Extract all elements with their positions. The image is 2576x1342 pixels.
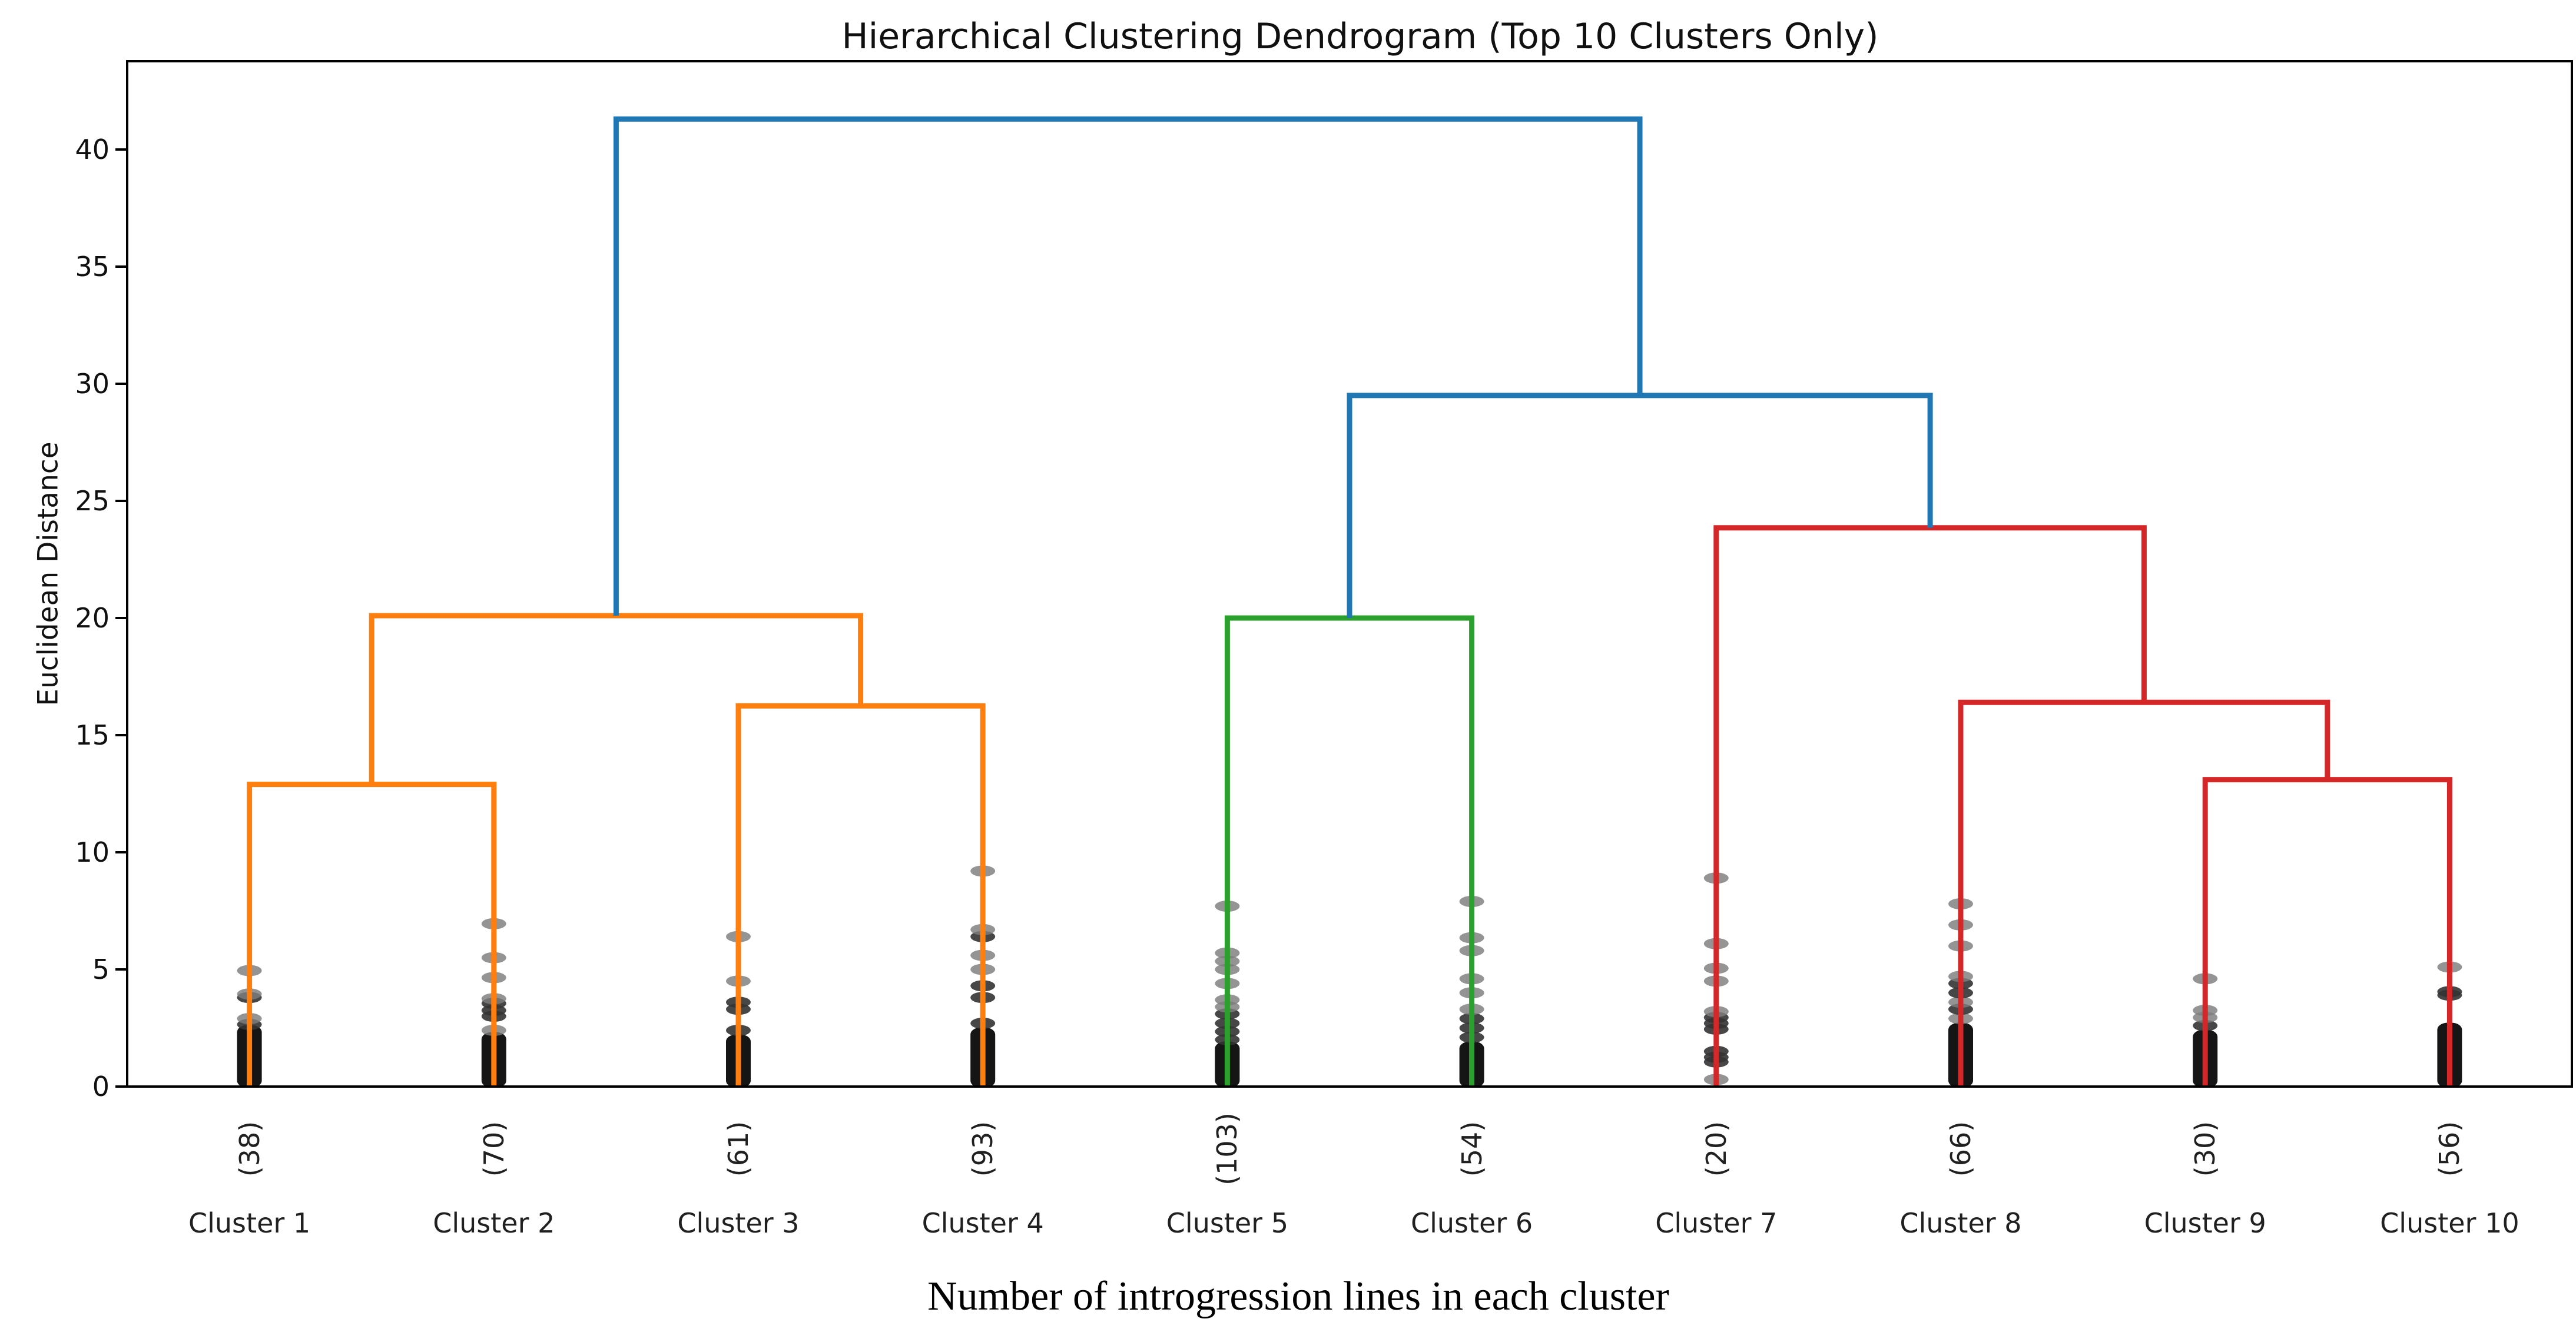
leaf-name-label-3: Cluster 3: [677, 1207, 800, 1239]
dendrogram-link-4: [1224, 615, 1475, 1087]
leaf-name-label-6: Cluster 6: [1411, 1207, 1533, 1239]
leaf-name-label-9: Cluster 9: [2144, 1207, 2266, 1239]
dendrogram-link-6: [1958, 699, 2330, 1087]
y-tick-label-10: 10: [75, 836, 110, 868]
leaf-count-label-9: (30): [2189, 1121, 2222, 1177]
y-tick-label-0: 0: [92, 1071, 110, 1102]
dendrogram-links: [247, 116, 2452, 1087]
chart-title: Hierarchical Clustering Dendrogram (Top …: [841, 16, 1879, 57]
y-tick-label-20: 20: [75, 602, 110, 635]
scatter-dots: [237, 865, 2462, 1088]
dendrogram-link-2: [735, 703, 986, 1087]
leaf-name-label-2: Cluster 2: [433, 1207, 555, 1239]
dendrogram-link-9: [613, 116, 1643, 616]
y-tick-label-25: 25: [75, 485, 110, 517]
leaf-name-label-8: Cluster 8: [1899, 1207, 2022, 1239]
leaf-count-label-5: (103): [1211, 1112, 1244, 1185]
leaf-count-label-2: (70): [478, 1121, 510, 1177]
leaf-name-label-5: Cluster 5: [1166, 1207, 1288, 1239]
x-axis-caption: Number of introgression lines in each cl…: [927, 1274, 1669, 1319]
leaf-count-label-4: (93): [967, 1121, 999, 1177]
leaf-count-label-3: (61): [722, 1121, 754, 1177]
y-tick-label-30: 30: [75, 368, 110, 400]
leaf-name-label-10: Cluster 10: [2380, 1207, 2519, 1239]
leaf-name-label-7: Cluster 7: [1655, 1207, 1778, 1239]
dendrogram-link-3: [369, 613, 864, 785]
dendrogram-link-8: [1347, 393, 1933, 619]
leaf-count-label-8: (66): [1945, 1121, 1977, 1177]
dendrogram-link-7: [1713, 525, 2147, 1087]
leaf-count-label-7: (20): [1700, 1121, 1732, 1177]
y-tick-label-35: 35: [75, 251, 110, 283]
y-tick-label-40: 40: [75, 134, 110, 166]
plot-frame: [115, 60, 2573, 1088]
leaf-count-label-1: (38): [233, 1121, 266, 1177]
leaf-name-label-4: Cluster 4: [921, 1207, 1044, 1239]
leaf-name-label-1: Cluster 1: [188, 1207, 311, 1239]
leaf-count-label-6: (54): [1456, 1121, 1488, 1177]
y-tick-label-15: 15: [75, 719, 110, 752]
axes-frame: [126, 60, 2573, 1088]
y-tick-label-5: 5: [92, 954, 110, 985]
leaf-count-label-10: (56): [2434, 1121, 2466, 1177]
dendrogram-link-5: [2202, 777, 2452, 1087]
dendrogram-link-1: [247, 782, 497, 1087]
y-axis-title: Euclidean Distance: [32, 441, 65, 706]
